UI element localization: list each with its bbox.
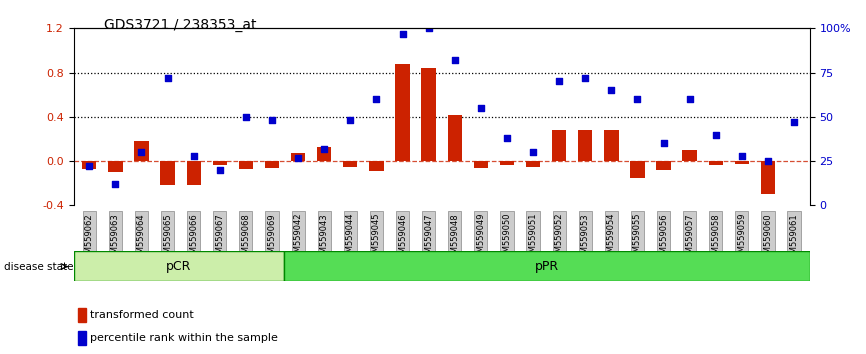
- Text: GDS3721 / 238353_at: GDS3721 / 238353_at: [104, 18, 256, 32]
- Bar: [82, 161, 96, 169]
- Bar: [578, 130, 592, 161]
- Point: [761, 158, 775, 164]
- Bar: [108, 161, 123, 172]
- Bar: [213, 161, 227, 166]
- Bar: [656, 161, 670, 170]
- Text: percentile rank within the sample: percentile rank within the sample: [90, 332, 278, 343]
- Bar: [134, 141, 149, 161]
- Point: [735, 153, 749, 159]
- Bar: [239, 161, 253, 169]
- Bar: [526, 161, 540, 167]
- Bar: [395, 64, 410, 161]
- Point: [82, 164, 96, 169]
- Bar: [186, 161, 201, 185]
- Point: [134, 149, 148, 155]
- Bar: [734, 161, 749, 164]
- Point: [265, 118, 279, 123]
- Bar: [317, 147, 332, 161]
- Point: [448, 57, 462, 63]
- Bar: [604, 130, 618, 161]
- Bar: [343, 161, 358, 167]
- Point: [422, 25, 436, 31]
- Point: [213, 167, 227, 173]
- Point: [604, 87, 618, 93]
- Point: [708, 132, 722, 137]
- Point: [474, 105, 488, 111]
- Point: [344, 118, 358, 123]
- Text: transformed count: transformed count: [90, 310, 194, 320]
- Bar: [760, 161, 775, 194]
- Bar: [265, 161, 279, 168]
- Point: [630, 96, 644, 102]
- Bar: [630, 161, 644, 178]
- Point: [291, 155, 305, 160]
- Point: [239, 114, 253, 120]
- Bar: [284, 251, 810, 281]
- Point: [578, 75, 592, 81]
- Bar: [74, 251, 284, 281]
- Point: [370, 96, 384, 102]
- Point: [526, 149, 540, 155]
- Bar: [500, 161, 514, 166]
- Bar: [78, 331, 86, 344]
- Point: [553, 79, 566, 84]
- Bar: [78, 308, 86, 322]
- Point: [108, 181, 122, 187]
- Bar: [474, 161, 488, 168]
- Point: [787, 119, 801, 125]
- Bar: [422, 68, 436, 161]
- Bar: [160, 161, 175, 185]
- Bar: [369, 161, 384, 171]
- Text: pPR: pPR: [534, 260, 559, 273]
- Bar: [291, 153, 306, 161]
- Point: [682, 96, 696, 102]
- Point: [317, 146, 331, 152]
- Point: [161, 75, 175, 81]
- Text: disease state: disease state: [4, 262, 74, 272]
- Bar: [708, 161, 723, 166]
- Point: [656, 141, 670, 146]
- Text: pCR: pCR: [166, 260, 191, 273]
- Bar: [552, 130, 566, 161]
- Point: [187, 153, 201, 159]
- Point: [500, 135, 514, 141]
- Bar: [448, 115, 462, 161]
- Point: [396, 31, 410, 36]
- Bar: [682, 150, 697, 161]
